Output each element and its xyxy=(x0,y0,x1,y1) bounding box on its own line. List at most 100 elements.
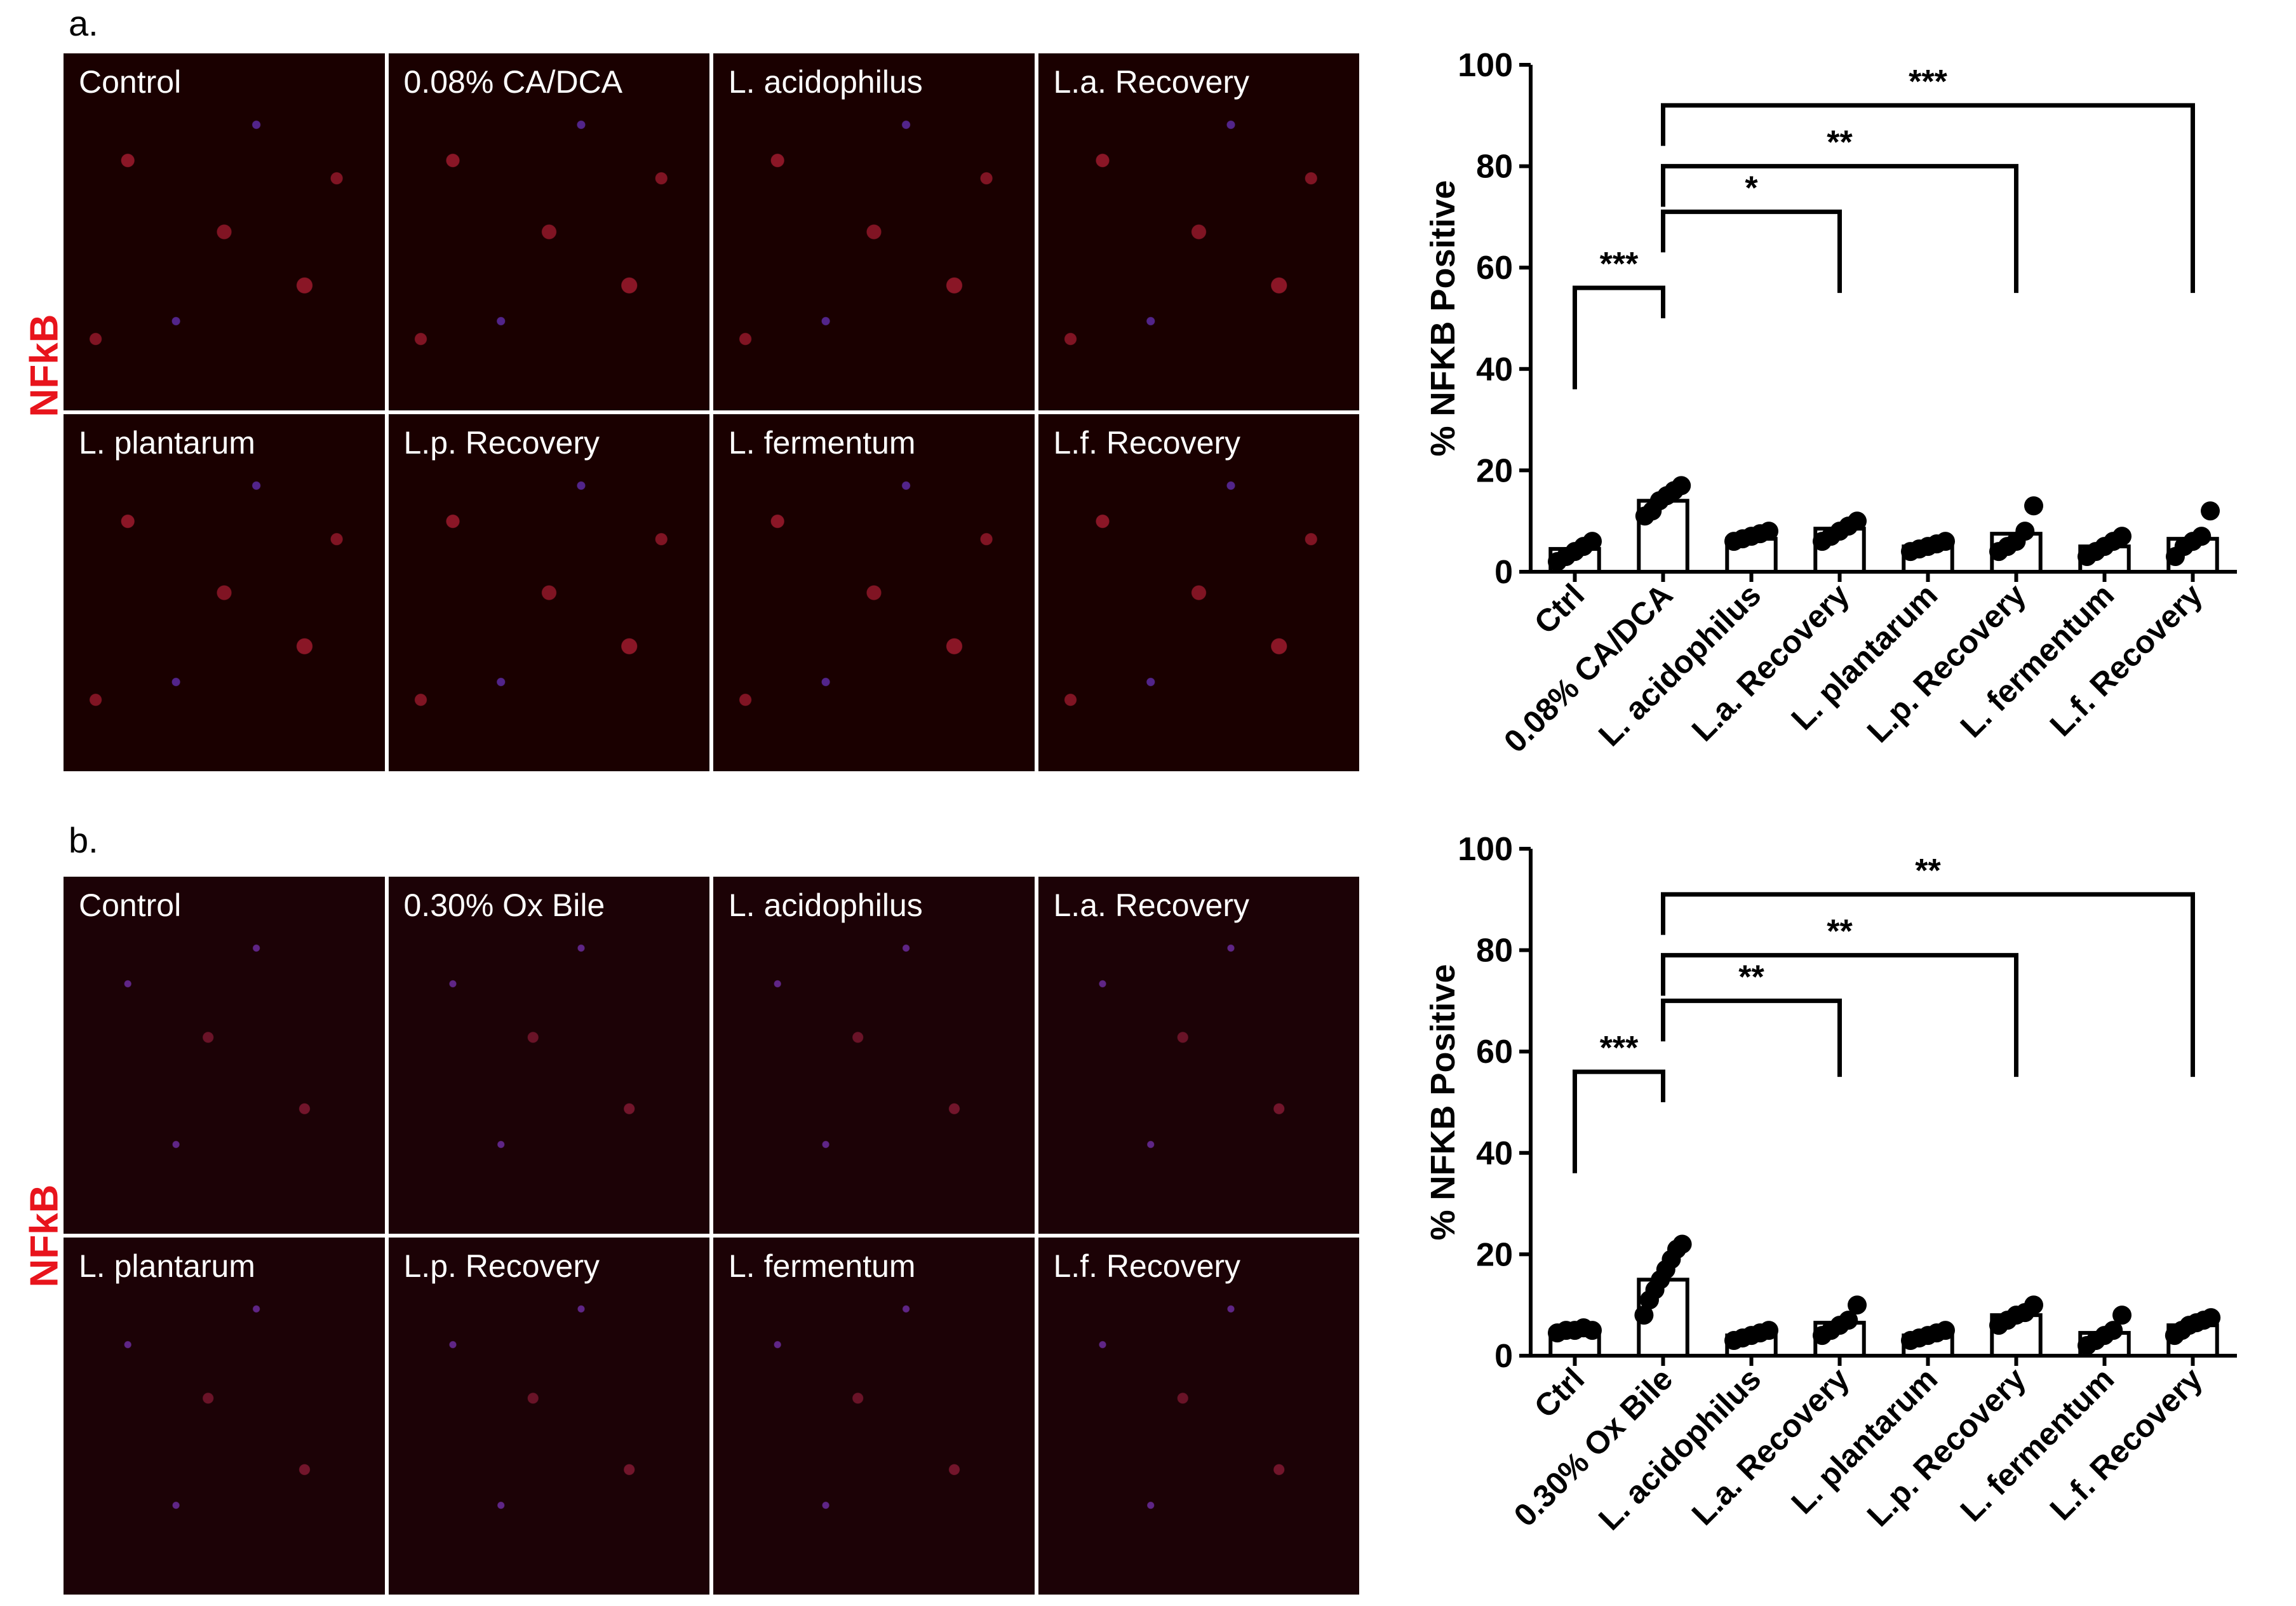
tile-label: L. acidophilus xyxy=(728,64,923,100)
tile-label: L. fermentum xyxy=(728,425,916,461)
micrograph-tile: L.a. Recovery xyxy=(1038,877,1359,1234)
micrograph-tile: L. acidophilus xyxy=(713,53,1035,410)
significance-bracket xyxy=(1661,103,2195,294)
micrograph-tile: L.p. Recovery xyxy=(388,1238,709,1595)
tile-label: L.p. Recovery xyxy=(403,425,600,461)
micrograph-tile: L.a. Recovery xyxy=(1038,53,1359,410)
significance-bracket xyxy=(1661,892,2195,1077)
micrograph-tile: Control xyxy=(64,53,385,410)
x-tick-label: L.p. Recovery xyxy=(1860,1361,2033,1534)
panel-b-stain-label: NFkB xyxy=(22,1184,67,1288)
y-tick-label: 80 xyxy=(1476,933,1513,969)
tile-label: L.f. Recovery xyxy=(1053,1248,1241,1284)
x-tick-label: L.a. Recovery xyxy=(1685,1361,1856,1532)
x-tick-label: L. fermentum xyxy=(1954,1361,2121,1528)
tile-label: 0.30% Ox Bile xyxy=(403,887,605,923)
significance-bracket xyxy=(1661,998,1842,1077)
x-tick-label: L.f. Recovery xyxy=(2043,577,2210,743)
micrograph-tile: L. acidophilus xyxy=(713,877,1035,1234)
x-tick-label: L. acidophilus xyxy=(1592,577,1768,753)
tile-label: L.a. Recovery xyxy=(1053,64,1249,100)
micrograph-tile: L. plantarum xyxy=(64,414,385,771)
data-point xyxy=(1759,1321,1779,1340)
y-tick-label: 0 xyxy=(1494,1338,1513,1375)
tile-label: L. fermentum xyxy=(728,1248,916,1284)
data-point xyxy=(1634,1306,1654,1325)
significance-label: ** xyxy=(1915,853,1941,889)
data-point xyxy=(1848,511,1867,531)
y-tick-label: 40 xyxy=(1476,1135,1513,1172)
x-tick-label: 0.30% Ox Bile xyxy=(1507,1361,1680,1534)
x-tick-label: Ctrl xyxy=(1527,577,1591,640)
y-tick-label: 60 xyxy=(1476,1034,1513,1070)
panel-a-stain-label: NFkB xyxy=(22,314,67,417)
data-point xyxy=(1839,1311,1858,1330)
data-point xyxy=(2104,1321,2123,1340)
data-point xyxy=(1583,532,1602,551)
x-tick-label: Ctrl xyxy=(1527,1361,1591,1424)
significance-bracket xyxy=(1573,1069,1665,1173)
significance-bracket xyxy=(1573,285,1665,389)
micrograph-tile: L.f. Recovery xyxy=(1038,414,1359,771)
significance-bracket xyxy=(1661,164,2018,294)
data-point xyxy=(2015,522,2035,541)
significance-label: ** xyxy=(1827,914,1853,950)
x-tick-label: L.p. Recovery xyxy=(1860,577,2033,750)
tile-label: 0.08% CA/DCA xyxy=(403,64,623,100)
micrograph-tile: L.p. Recovery xyxy=(388,414,709,771)
x-tick-label: L.a. Recovery xyxy=(1685,577,1856,748)
panel-b-image-grid: Control 0.30% Ox Bile L. acidophilus L.a… xyxy=(64,877,1359,1595)
data-point xyxy=(2024,1295,2044,1315)
data-point xyxy=(2201,501,2220,521)
y-tick-label: 0 xyxy=(1494,554,1513,591)
tile-label: L. plantarum xyxy=(79,1248,255,1284)
y-tick-label: 100 xyxy=(1458,47,1513,84)
significance-bracket xyxy=(1661,209,1842,294)
tile-label: L. plantarum xyxy=(79,425,255,461)
significance-label: ** xyxy=(1827,125,1853,161)
data-point xyxy=(1583,1321,1602,1340)
panel-b-label: b. xyxy=(69,820,98,860)
data-point xyxy=(2112,527,2132,546)
significance-label: *** xyxy=(1600,1030,1639,1067)
x-tick-label: L.f. Recovery xyxy=(2043,1361,2210,1527)
data-point xyxy=(1936,532,1956,551)
data-point xyxy=(1936,1321,1956,1340)
micrograph-tile: L. fermentum xyxy=(713,1238,1035,1595)
data-point xyxy=(2024,496,2044,516)
tile-label: L.p. Recovery xyxy=(403,1248,600,1284)
micrograph-tile: Control xyxy=(64,877,385,1234)
y-tick-label: 80 xyxy=(1476,149,1513,186)
micrograph-tile: L. fermentum xyxy=(713,414,1035,771)
tile-label: Control xyxy=(79,887,182,923)
panel-a-label: a. xyxy=(69,3,98,43)
data-point xyxy=(1672,476,1691,496)
significance-label: *** xyxy=(1600,246,1639,283)
y-axis-label: % NFKB Positive xyxy=(1424,180,1462,456)
panel-a-image-grid: Control 0.08% CA/DCA L. acidophilus L.a.… xyxy=(64,53,1359,771)
y-tick-label: 20 xyxy=(1476,1236,1513,1273)
micrograph-tile: 0.30% Ox Bile xyxy=(388,877,709,1234)
micrograph-tile: L. plantarum xyxy=(64,1238,385,1595)
y-tick-label: 40 xyxy=(1476,351,1513,388)
significance-bracket xyxy=(1661,953,2018,1077)
data-point xyxy=(2201,1308,2221,1328)
significance-label: ** xyxy=(1738,959,1764,995)
y-tick-label: 60 xyxy=(1476,250,1513,287)
y-axis-label: % NFKB Positive xyxy=(1424,964,1462,1240)
tile-label: L.a. Recovery xyxy=(1053,887,1249,923)
significance-label: *** xyxy=(1909,64,1947,100)
data-point xyxy=(1848,1295,1867,1315)
x-tick-label: L. acidophilus xyxy=(1592,1361,1768,1537)
micrograph-tile: L.f. Recovery xyxy=(1038,1238,1359,1595)
data-point xyxy=(1672,1234,1692,1254)
tile-label: Control xyxy=(79,64,182,100)
y-tick-label: 20 xyxy=(1476,452,1513,489)
significance-label: * xyxy=(1745,170,1758,206)
data-point xyxy=(2192,527,2212,546)
data-point xyxy=(1759,522,1779,541)
y-tick-label: 100 xyxy=(1458,831,1513,868)
tile-label: L.f. Recovery xyxy=(1053,425,1241,461)
